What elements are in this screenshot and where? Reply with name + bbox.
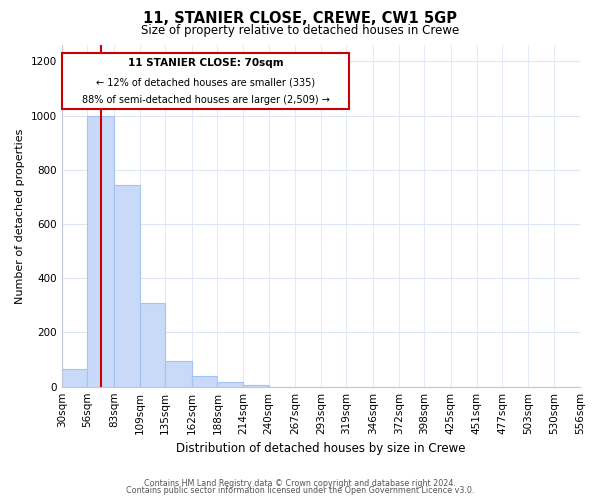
Text: ← 12% of detached houses are smaller (335): ← 12% of detached houses are smaller (33… bbox=[96, 78, 315, 88]
Text: 11, STANIER CLOSE, CREWE, CW1 5GP: 11, STANIER CLOSE, CREWE, CW1 5GP bbox=[143, 11, 457, 26]
Bar bbox=[140, 302, 165, 386]
Text: 11 STANIER CLOSE: 70sqm: 11 STANIER CLOSE: 70sqm bbox=[128, 58, 283, 68]
Bar bbox=[87, 116, 114, 386]
Text: Contains HM Land Registry data © Crown copyright and database right 2024.: Contains HM Land Registry data © Crown c… bbox=[144, 478, 456, 488]
Bar bbox=[243, 384, 269, 386]
Text: Contains public sector information licensed under the Open Government Licence v3: Contains public sector information licen… bbox=[126, 486, 474, 495]
Text: 88% of semi-detached houses are larger (2,509) →: 88% of semi-detached houses are larger (… bbox=[82, 95, 329, 105]
Bar bbox=[62, 369, 87, 386]
Bar bbox=[114, 184, 140, 386]
Bar bbox=[165, 362, 192, 386]
Bar bbox=[217, 382, 243, 386]
Bar bbox=[62, 53, 349, 108]
Text: Size of property relative to detached houses in Crewe: Size of property relative to detached ho… bbox=[141, 24, 459, 37]
Bar bbox=[192, 376, 217, 386]
X-axis label: Distribution of detached houses by size in Crewe: Distribution of detached houses by size … bbox=[176, 442, 466, 455]
Y-axis label: Number of detached properties: Number of detached properties bbox=[15, 128, 25, 304]
